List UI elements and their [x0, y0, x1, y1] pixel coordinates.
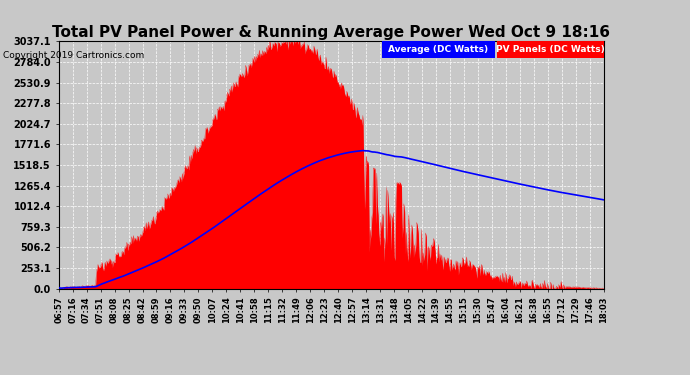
Text: Copyright 2019 Cartronics.com: Copyright 2019 Cartronics.com	[3, 51, 145, 60]
Text: Average (DC Watts): Average (DC Watts)	[388, 45, 489, 54]
Text: PV Panels (DC Watts): PV Panels (DC Watts)	[496, 45, 604, 54]
Title: Total PV Panel Power & Running Average Power Wed Oct 9 18:16: Total PV Panel Power & Running Average P…	[52, 25, 610, 40]
